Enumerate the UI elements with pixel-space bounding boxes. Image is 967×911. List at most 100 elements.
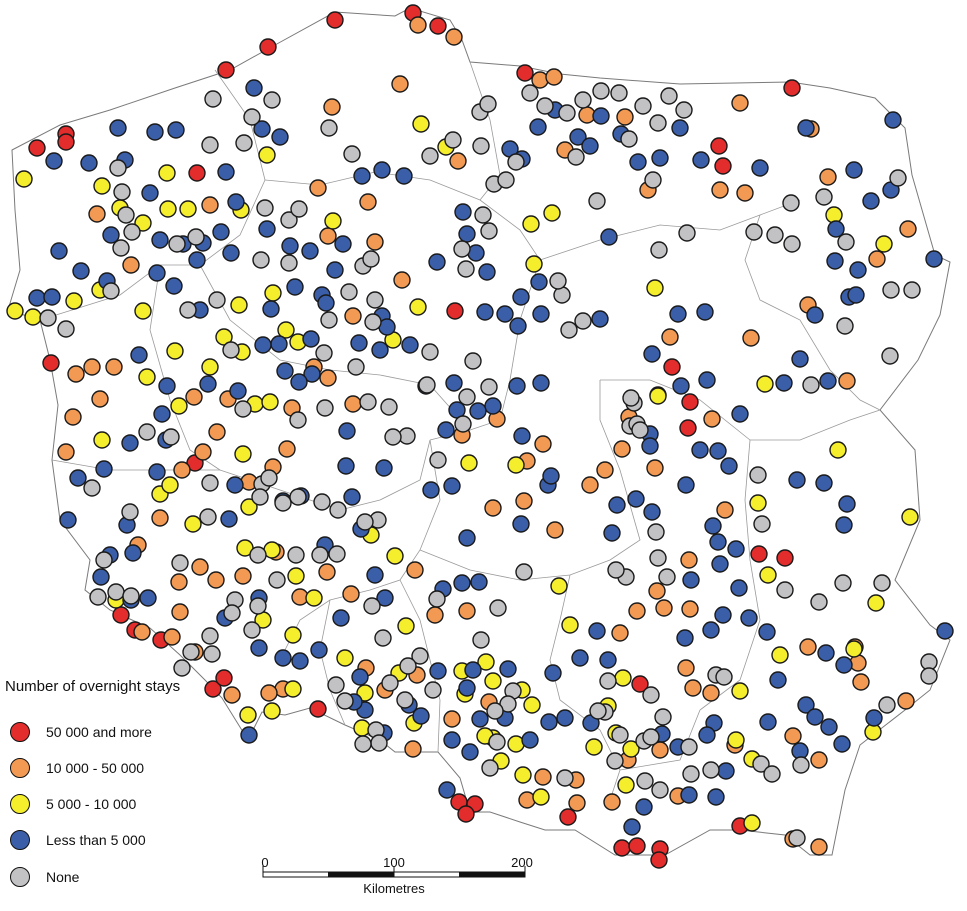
map-point — [153, 405, 171, 423]
map-point — [525, 255, 543, 273]
legend-item-10000-50000: 10 000 - 50 000 — [10, 757, 144, 779]
map-point — [715, 668, 733, 686]
map-point — [109, 159, 127, 177]
map-point — [720, 457, 738, 475]
map-point — [651, 149, 669, 167]
map-point — [444, 131, 462, 149]
map-point — [347, 358, 365, 376]
map-point — [881, 347, 899, 365]
legend-item-less-5000: Less than 5 000 — [10, 829, 146, 851]
map-point — [514, 766, 532, 784]
map-point — [139, 589, 157, 607]
map-point — [133, 623, 151, 641]
map-point — [704, 517, 722, 535]
map-point — [446, 302, 464, 320]
map-point — [649, 114, 667, 132]
map-point — [810, 838, 828, 856]
map-point — [201, 136, 219, 154]
map-point — [671, 119, 689, 137]
map-point — [556, 769, 574, 787]
map-point — [529, 118, 547, 136]
map-point — [122, 256, 140, 274]
map-point — [692, 151, 710, 169]
map-point — [731, 682, 749, 700]
map-point — [516, 64, 534, 82]
map-point — [646, 279, 664, 297]
map-point — [458, 388, 476, 406]
map-point — [766, 226, 784, 244]
map-point — [187, 228, 205, 246]
map-point — [845, 161, 863, 179]
map-point — [286, 278, 304, 296]
map-point — [274, 649, 292, 667]
map-point — [39, 309, 57, 327]
legend-label: 5 000 - 10 000 — [46, 796, 137, 812]
map-point — [643, 345, 661, 363]
map-point — [424, 681, 442, 699]
scale-tick-label: 100 — [383, 855, 405, 870]
map-point — [83, 358, 101, 376]
map-point — [655, 599, 673, 617]
map-point — [204, 90, 222, 108]
map-point — [243, 108, 261, 126]
map-point — [234, 445, 252, 463]
map-point — [797, 696, 815, 714]
map-point — [429, 451, 447, 469]
map-point — [702, 684, 720, 702]
map-point — [743, 814, 761, 832]
map-point — [815, 474, 833, 492]
map-point — [534, 768, 552, 786]
map-point — [622, 389, 640, 407]
map-point — [112, 239, 130, 257]
map-point — [163, 628, 181, 646]
map-point — [259, 38, 277, 56]
map-point — [324, 212, 342, 230]
map-point — [758, 623, 776, 641]
map-point — [170, 573, 188, 591]
map-point — [603, 793, 621, 811]
map-point — [464, 661, 482, 679]
map-point — [512, 288, 530, 306]
map-point — [751, 159, 769, 177]
map-point — [418, 376, 436, 394]
legend-item-5000-10000: 5 000 - 10 000 — [10, 793, 136, 815]
map-point — [523, 696, 541, 714]
map-point — [460, 454, 478, 472]
scale-unit-label: Kilometres — [363, 881, 425, 896]
map-point — [521, 84, 539, 102]
legend-label: 10 000 - 50 000 — [46, 760, 145, 776]
map-point — [696, 303, 714, 321]
map-point — [536, 97, 554, 115]
map-point — [449, 152, 467, 170]
map-point — [204, 680, 222, 698]
map-point — [256, 199, 274, 217]
map-point — [179, 200, 197, 218]
map-point — [280, 211, 298, 229]
map-point — [496, 305, 514, 323]
map-point — [532, 305, 550, 323]
map-point — [138, 423, 156, 441]
map-point — [234, 400, 252, 418]
map-point — [165, 277, 183, 295]
map-point — [284, 626, 302, 644]
map-point — [847, 286, 865, 304]
map-point — [756, 375, 774, 393]
map-point — [568, 794, 586, 812]
map-point — [188, 251, 206, 269]
map-point — [819, 168, 837, 186]
map-point — [736, 184, 754, 202]
map-point — [707, 788, 725, 806]
map-point — [682, 765, 700, 783]
map-point — [623, 818, 641, 836]
map-point — [791, 350, 809, 368]
map-point — [317, 294, 335, 312]
map-point — [173, 659, 191, 677]
map-point — [396, 691, 414, 709]
overnight-stays-points — [6, 4, 954, 869]
map-point — [151, 509, 169, 527]
map-point — [534, 435, 552, 453]
map-point — [591, 310, 609, 328]
map-point — [515, 492, 533, 510]
map-point — [327, 676, 345, 694]
